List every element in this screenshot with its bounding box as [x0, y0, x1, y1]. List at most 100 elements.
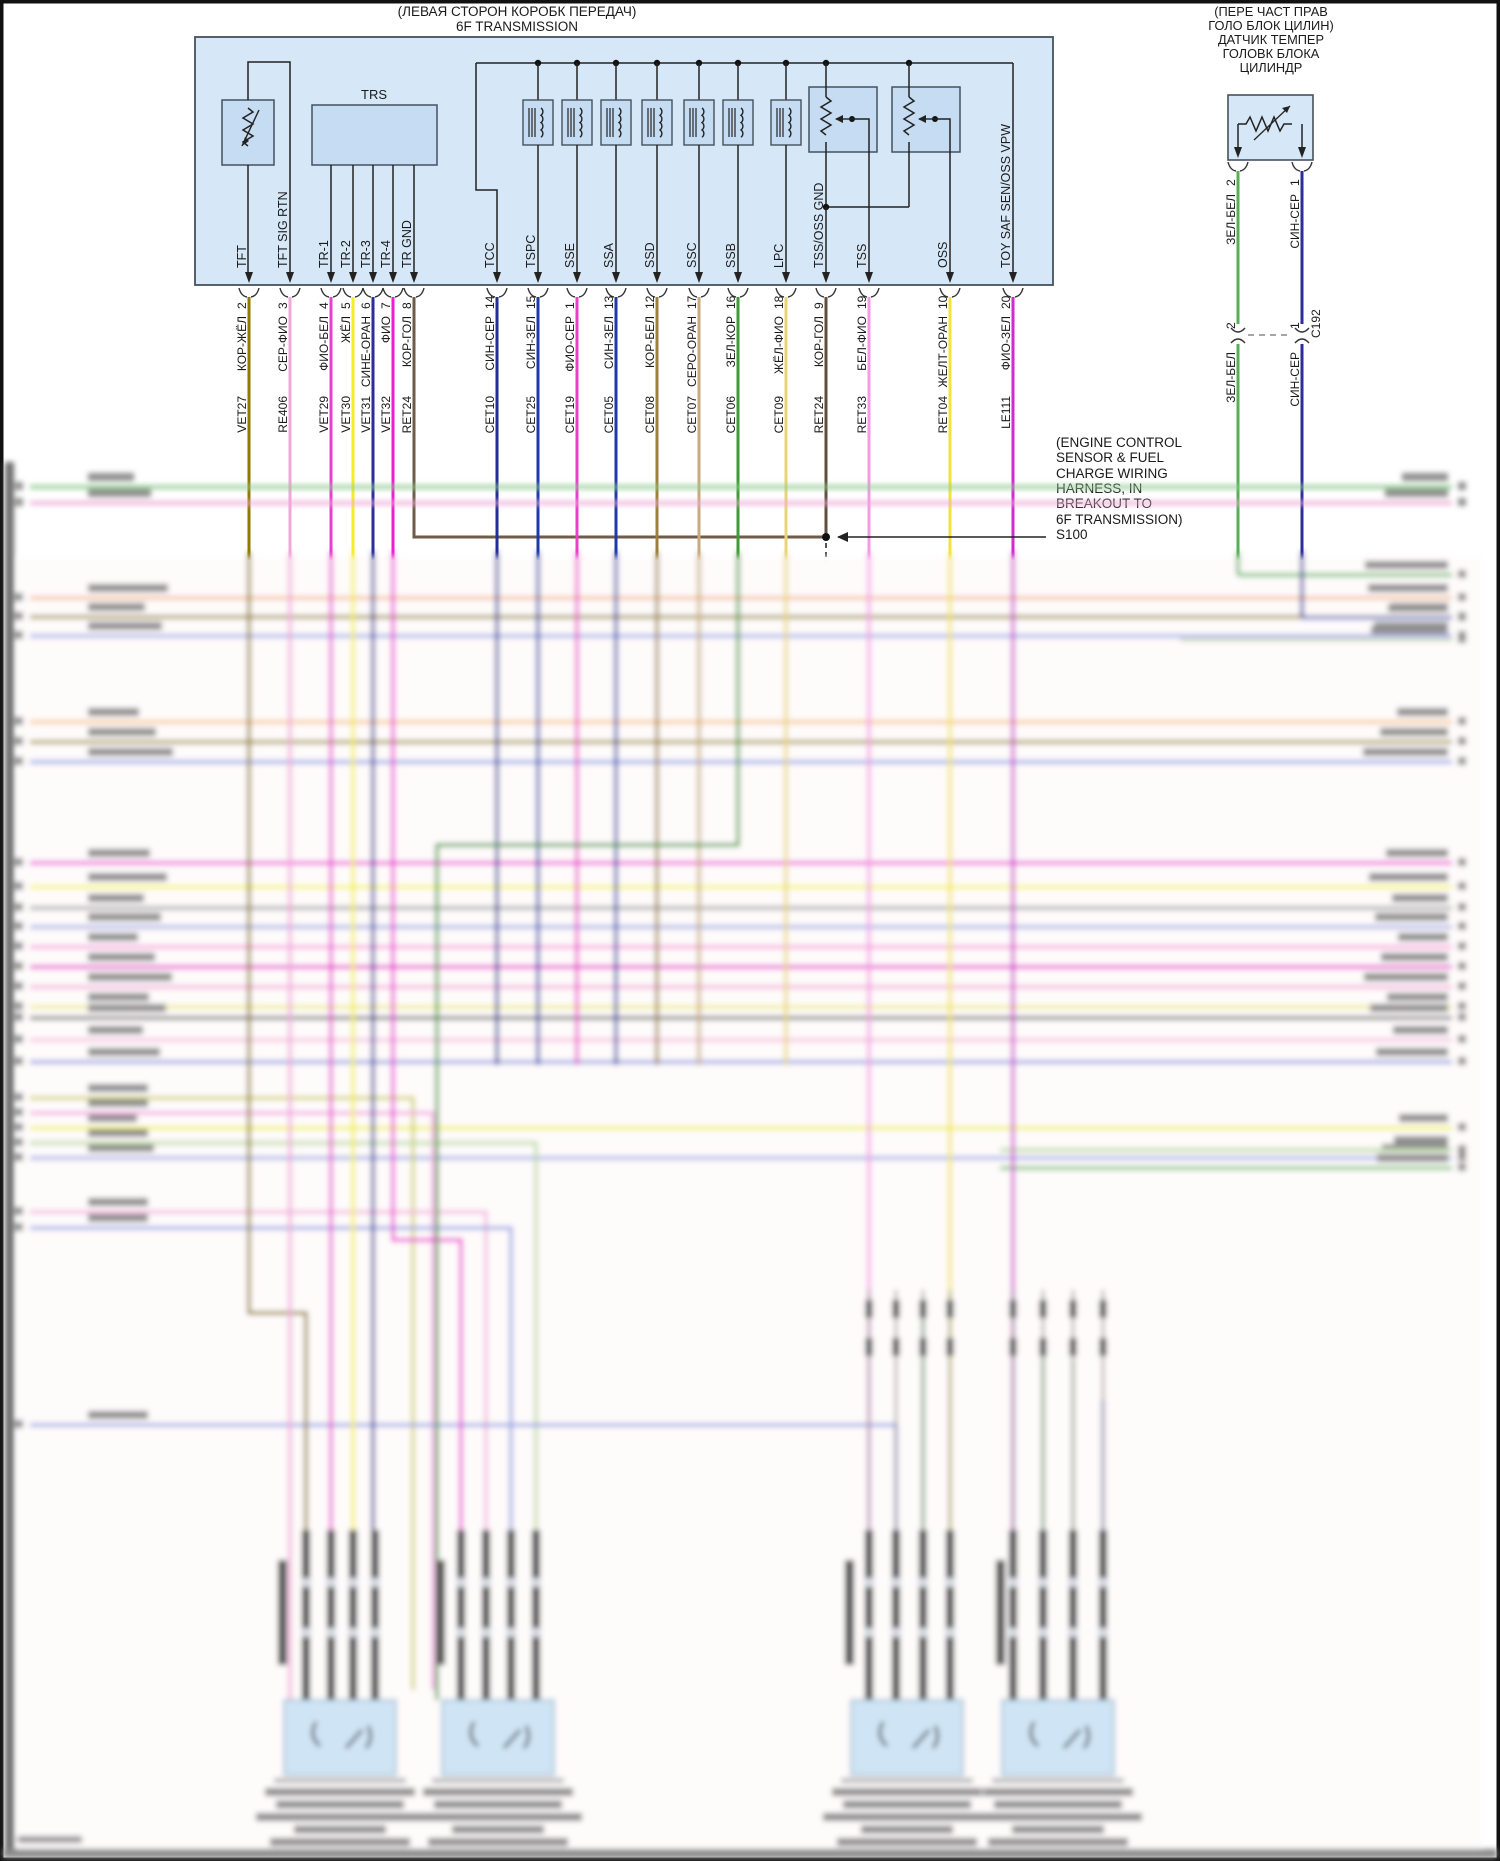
pin-gap — [1098, 1628, 1108, 1637]
connector-caption-blob — [452, 1825, 544, 1834]
c192-pin-number: 1 — [1288, 322, 1302, 329]
connector-symbol-icon — [311, 1721, 321, 1747]
wire-code-label: CET05 — [602, 396, 616, 434]
wire-color-label: СЕР-ФИО — [276, 316, 290, 372]
row-label-blob-right — [1398, 933, 1448, 941]
pin-bracket-icon — [1303, 161, 1313, 172]
pin-bracket-icon — [739, 287, 749, 298]
wire-color-label: КОР-ЖЁЛ — [235, 316, 249, 371]
pin-gap — [326, 1628, 336, 1637]
row-number-blob-left — [15, 1108, 23, 1116]
connector-pin-bar — [919, 1530, 927, 1700]
pin-number-label: 10 — [936, 295, 950, 309]
row-number-blob-right — [1458, 903, 1466, 911]
blurred-wire-path — [391, 552, 463, 1530]
splice-text-line: SENSOR & FUEL — [1056, 450, 1165, 465]
row-label-blob-left — [88, 1214, 148, 1222]
pin-bracket-icon — [394, 287, 404, 298]
pin-gap — [891, 1578, 901, 1587]
row-label-blob-left — [88, 1411, 148, 1419]
head-sensor-title-line: ГОЛОВК БЛОКА — [1223, 46, 1320, 61]
wire-code-label: CET06 — [724, 396, 738, 434]
wire-color-label: ФИО-СЕР — [563, 316, 577, 372]
trs-box — [311, 104, 438, 166]
pin-bracket-icon — [498, 287, 508, 298]
row-number-blob-right — [1458, 1123, 1466, 1131]
footer-text-blob — [18, 1836, 82, 1843]
pin-number-label: 13 — [602, 295, 616, 309]
sensor-resistor-icon — [902, 96, 916, 136]
blur-backdrop — [18, 557, 1482, 1849]
splice-text-line: (ENGINE CONTROL — [1056, 435, 1183, 450]
wire-color-label: КОР-ЖЁЛ — [235, 316, 249, 371]
wire-code-label: LE111 — [999, 396, 1013, 429]
solenoid-coil-box — [522, 99, 554, 146]
coil-winding-icon — [539, 107, 544, 138]
pin-bracket-icon — [403, 287, 413, 298]
wire-code-label: VET30 — [339, 396, 353, 433]
inline-terminal-block — [1099, 1300, 1107, 1318]
wire — [247, 61, 291, 272]
row-label-blob-right — [1393, 1026, 1448, 1034]
pin-signal-label: TR-3 — [359, 240, 373, 268]
pin-bracket-icon — [342, 287, 352, 298]
wire-color-label: СИН-ЗЕЛ — [524, 316, 538, 369]
pin-signal-label: SSE — [563, 243, 577, 268]
pin-number-label: 9 — [812, 302, 826, 309]
arrowhead-down-icon — [653, 272, 661, 283]
row-number-blob-left — [15, 1123, 23, 1131]
wire-code-label: CET10 — [483, 396, 497, 434]
row-label-blob-left — [88, 1004, 166, 1012]
pin-bracket-icon — [332, 287, 342, 298]
row-number-blob-left — [15, 962, 23, 970]
pin-number-label: 19 — [855, 295, 869, 309]
pin-number-label: 16 — [724, 295, 738, 309]
row-label-blob-right — [1381, 953, 1448, 961]
connector-latch-bar — [278, 1560, 287, 1665]
wire-color-label: СИНЕ-ОРАН — [359, 316, 373, 387]
pin-gap — [481, 1628, 491, 1637]
arrowhead-down-icon — [286, 272, 294, 283]
pin-gap — [456, 1578, 466, 1587]
row-label-blob-right — [1370, 1004, 1448, 1012]
pin-number-label: 17 — [685, 295, 699, 309]
pin-signal-label: SSA — [602, 242, 616, 268]
pin-gap — [1068, 1578, 1078, 1587]
pin-signal-label: SSC — [685, 242, 699, 268]
transmission-box-group: TRS — [194, 36, 1054, 286]
solenoid-coil-box — [770, 99, 802, 146]
pin-number-label: 6 — [359, 302, 373, 309]
row-label-blob-left — [88, 728, 156, 736]
row-number-blob-left — [15, 1153, 23, 1161]
pin-gap — [1038, 1578, 1048, 1587]
connector-pin-bar — [865, 1530, 873, 1700]
coil-winding-icon — [787, 107, 792, 138]
connector-pin-bar — [371, 1530, 379, 1700]
pin-signal-label: LPC — [772, 244, 786, 268]
pin-signal-label: TCC — [483, 242, 497, 268]
wire-color-label: ФИО-БЕЛ — [317, 316, 331, 371]
wire-code-label: VET32 — [379, 396, 393, 433]
wire-code-label: RET24 — [400, 396, 414, 434]
connector-caption-blob — [434, 1800, 562, 1809]
pin-signal-label: TR-2 — [339, 240, 353, 268]
pin-number-label: 3 — [276, 302, 290, 309]
pin-signal-label: TFT — [235, 245, 249, 268]
pin-bracket-icon — [787, 287, 797, 298]
wiper-arrowhead-icon — [918, 115, 926, 123]
wire-code-label: RE406 — [276, 396, 290, 433]
row-number-blob-left — [15, 631, 23, 639]
c192-pin-number: 1 — [1288, 322, 1302, 329]
connector-pin-bar — [892, 1530, 900, 1700]
wire-code-label: CET05 — [602, 396, 616, 434]
row-number-blob-left — [15, 1013, 23, 1021]
pin-bracket-icon — [527, 287, 537, 298]
connector-symbol-icon — [522, 1725, 530, 1749]
pin-bracket-icon — [415, 287, 425, 298]
wire-color-label: СИН-СЕР — [483, 316, 497, 371]
row-label-blob-left — [88, 1026, 143, 1034]
pin-number-label: 19 — [855, 295, 869, 309]
connector-pin-bar — [1039, 1530, 1047, 1700]
connector-pin-bar — [1009, 1530, 1017, 1700]
pin-gap — [348, 1578, 358, 1587]
